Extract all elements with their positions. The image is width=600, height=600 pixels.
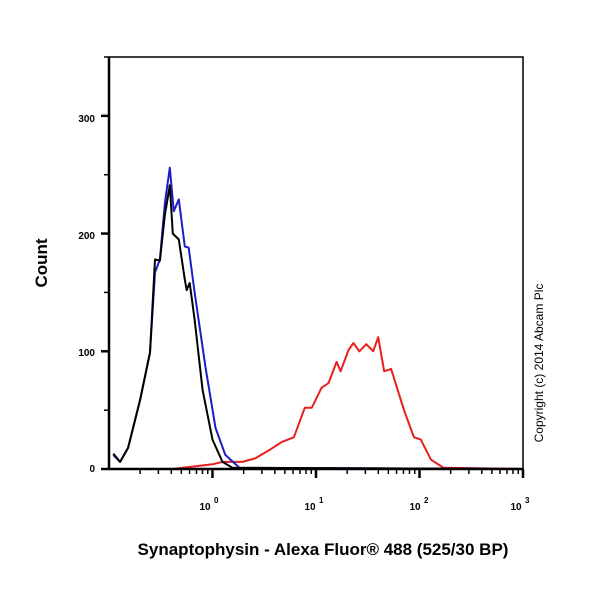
x-tick-label: 102 [409, 496, 429, 513]
ticks [101, 56, 525, 478]
svg-text:10: 10 [199, 502, 211, 513]
svg-text:3: 3 [525, 496, 530, 505]
y-tick-label: 200 [78, 231, 95, 242]
y-tick-label: 100 [78, 348, 95, 359]
plot-frame [108, 56, 524, 470]
histogram-series-0 [109, 336, 524, 470]
svg-text:1: 1 [319, 496, 324, 505]
copyright-annotation: Copyright (c) 2014 Abcam Plc [532, 284, 546, 443]
svg-text:2: 2 [424, 496, 429, 505]
x-axis-title: Synaptophysin - Alexa Fluor® 488 (525/30… [138, 540, 509, 559]
y-tick-label: 300 [78, 114, 95, 125]
y-axis-title: Count [32, 238, 51, 287]
x-tick-label: 101 [304, 496, 324, 513]
series-layer [109, 166, 524, 470]
svg-text:10: 10 [409, 502, 421, 513]
svg-text:0: 0 [214, 496, 219, 505]
svg-text:10: 10 [510, 502, 522, 513]
x-tick-label: 103 [510, 496, 530, 513]
x-tick-label: 100 [199, 496, 219, 513]
y-tick-label: 0 [89, 464, 95, 475]
histogram-series-2 [112, 184, 524, 470]
histogram-series-1 [112, 166, 524, 470]
tick-labels: 0 100 200 300 100 101 102 103 [78, 114, 530, 513]
svg-text:10: 10 [304, 502, 316, 513]
